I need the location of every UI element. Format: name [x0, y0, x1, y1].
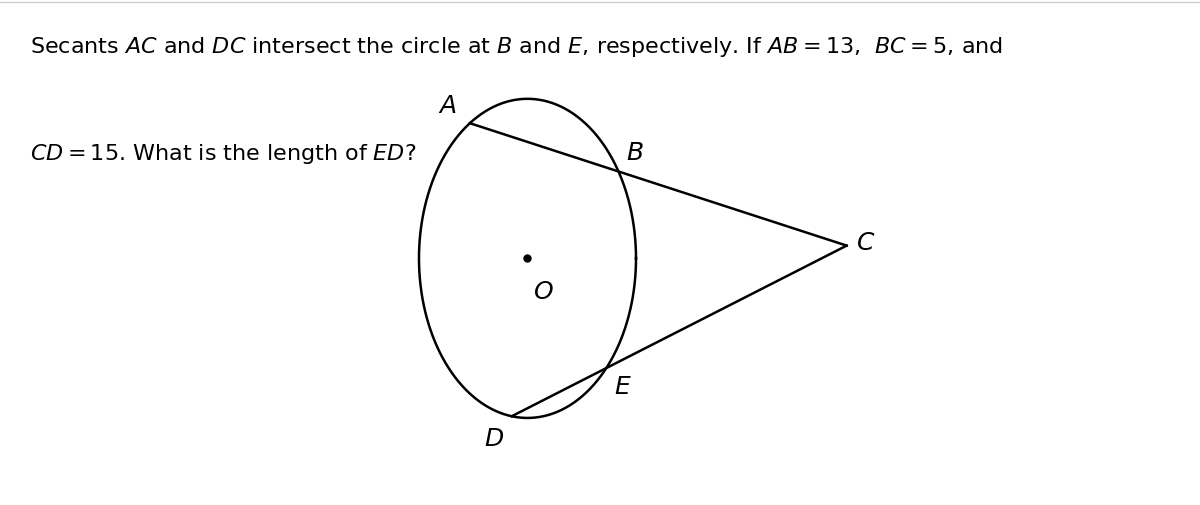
- Text: $B$: $B$: [626, 140, 643, 165]
- Text: Secants $\mathit{AC}$ and $\mathit{DC}$ intersect the circle at $\mathit{B}$ and: Secants $\mathit{AC}$ and $\mathit{DC}$ …: [30, 35, 1003, 59]
- Text: $D$: $D$: [484, 427, 504, 450]
- Text: $A$: $A$: [438, 93, 457, 118]
- Text: $E$: $E$: [614, 375, 631, 398]
- Text: $O$: $O$: [533, 279, 553, 303]
- Text: $CD = 15$. What is the length of $ED$?: $CD = 15$. What is the length of $ED$?: [30, 141, 416, 165]
- Text: $C$: $C$: [856, 230, 875, 255]
